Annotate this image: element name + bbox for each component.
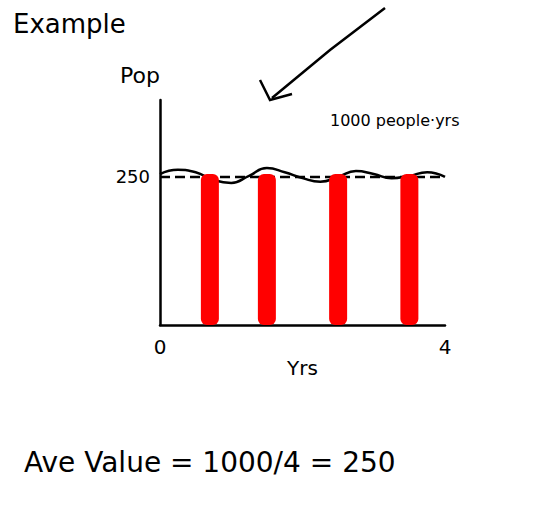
svg-text:4: 4 (439, 335, 452, 359)
svg-text:Ave Value = 1000/4 = 250: Ave Value = 1000/4 = 250 (24, 446, 396, 479)
svg-text:0: 0 (154, 335, 167, 359)
svg-text:250: 250 (116, 166, 150, 187)
svg-text:Yrs: Yrs (286, 356, 318, 380)
svg-text:Pop: Pop (120, 63, 160, 88)
svg-text:Example: Example (13, 9, 126, 39)
svg-text:1000 people·yrs: 1000 people·yrs (330, 111, 460, 130)
